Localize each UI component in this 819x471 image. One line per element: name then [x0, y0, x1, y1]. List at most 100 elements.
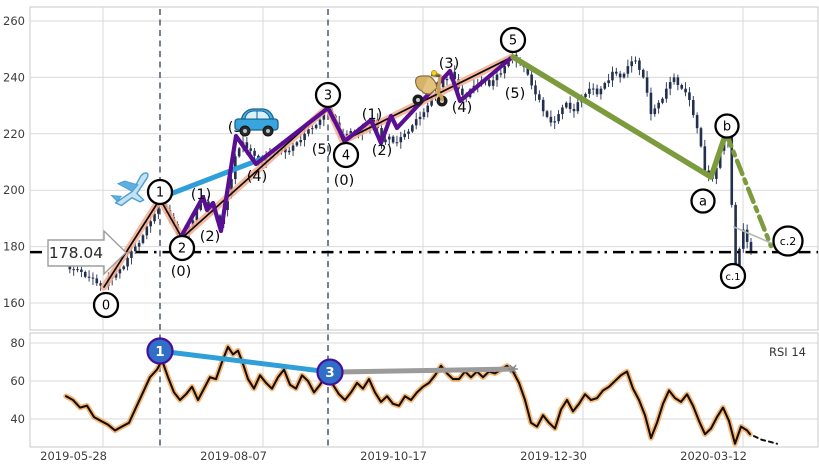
candle-body [149, 221, 152, 227]
candle-body [411, 125, 414, 132]
candle-body [114, 273, 118, 278]
wave-circle-text: 3 [324, 89, 332, 104]
candle-body [680, 85, 684, 89]
candle-body [83, 271, 87, 277]
wave-overlay-lines [100, 53, 774, 291]
date-tick-label: 2019-10-17 [360, 449, 427, 463]
subwave-label: (1) [191, 187, 212, 203]
price-tick-label: 260 [3, 14, 25, 28]
wave-circle-ring [92, 291, 120, 319]
candle-body [718, 150, 722, 168]
candle-body [491, 80, 495, 86]
candle-body [141, 235, 145, 243]
candle-body [657, 102, 660, 109]
car-icon [234, 108, 279, 137]
candle-body [414, 119, 418, 126]
subwave-label: (3) [439, 56, 460, 72]
subwave-label: (2) [200, 229, 221, 245]
candle-body [665, 88, 668, 99]
candle-body [564, 102, 568, 108]
candle-body [195, 209, 199, 221]
candle-body [384, 139, 387, 143]
candle-body [126, 257, 129, 267]
candle-body [634, 60, 637, 62]
candle-body [595, 88, 599, 95]
candle-body [668, 82, 672, 89]
candle-body [287, 150, 291, 153]
candle-body [611, 71, 614, 81]
price-tick-label: 200 [3, 183, 25, 197]
candle-body [430, 96, 433, 106]
candle-body [645, 77, 649, 93]
rsi-marker-text: 3 [325, 365, 334, 381]
wave-circle-text: 5 [509, 34, 517, 49]
candle-body [349, 130, 353, 135]
rsi-marker-circle [316, 358, 344, 386]
candle-body [749, 241, 753, 253]
rsi-marker-text: 1 [155, 344, 164, 360]
wave-circle-ring [772, 225, 804, 257]
candle-body [584, 93, 587, 98]
candle-body [572, 108, 576, 112]
candle-body [553, 121, 557, 123]
rsi-divergence-blue-line [157, 348, 333, 375]
candle-body [649, 92, 653, 115]
wave-circle-2: 2 [168, 234, 196, 262]
candle-body [734, 204, 737, 272]
wave-circle-text: 0 [102, 299, 110, 314]
subwave-label: (5) [505, 86, 526, 102]
candle-body [130, 251, 133, 258]
airplane-icon [110, 172, 149, 207]
wave-circle-text: b [723, 120, 731, 135]
candle-body [576, 102, 580, 112]
candle-body [426, 105, 430, 113]
candle-body [461, 88, 464, 95]
wave-circle-ring [168, 234, 196, 262]
candle-body [715, 167, 718, 179]
candle-body [407, 131, 410, 134]
candle-body [626, 66, 630, 74]
gray-line-end-marker [509, 364, 517, 374]
candle-body [630, 61, 634, 67]
blue-trend-line [157, 155, 267, 201]
candle-body [641, 69, 645, 78]
green-correction-line [510, 54, 729, 180]
wave-circle-text: 1 [156, 186, 164, 201]
wave-circle-text: 4 [342, 149, 350, 164]
candle-body [599, 88, 603, 95]
gridlines [30, 7, 818, 447]
wave-circle-text: a [699, 195, 707, 210]
wave-circle-text: 2 [178, 242, 186, 257]
price-tick-label: 220 [3, 127, 25, 141]
candle-body [295, 142, 299, 146]
wave-circle-ring [690, 188, 716, 214]
candle-body [422, 112, 426, 117]
subwave-label: (5) [312, 142, 333, 158]
candle-body [495, 74, 499, 81]
candle-body [591, 88, 595, 90]
candle-body [530, 74, 533, 86]
rsi-period-label: RSI 14 [769, 345, 806, 359]
price-callout-value: 178.04 [49, 244, 103, 262]
candle-body [607, 80, 610, 84]
candle-body [145, 226, 149, 236]
wave-circle-ring [314, 81, 342, 109]
candle-body [561, 107, 564, 115]
candle-body [622, 73, 626, 78]
candle-body [380, 128, 383, 143]
rsi-tick-label: 40 [10, 412, 25, 426]
candle-body [245, 142, 249, 149]
rsi-gray-line [327, 366, 516, 375]
candle-body [403, 133, 406, 138]
gray-projection-line [733, 226, 772, 244]
candle-body [133, 246, 137, 252]
candle-body [688, 92, 691, 100]
subwave-label: (4) [247, 169, 268, 185]
candle-body [153, 213, 156, 222]
candle-body [310, 128, 314, 130]
candle-body [738, 248, 741, 272]
candle-body [137, 242, 141, 247]
wave-circle-a: a [690, 188, 716, 214]
candle-body [453, 71, 456, 80]
